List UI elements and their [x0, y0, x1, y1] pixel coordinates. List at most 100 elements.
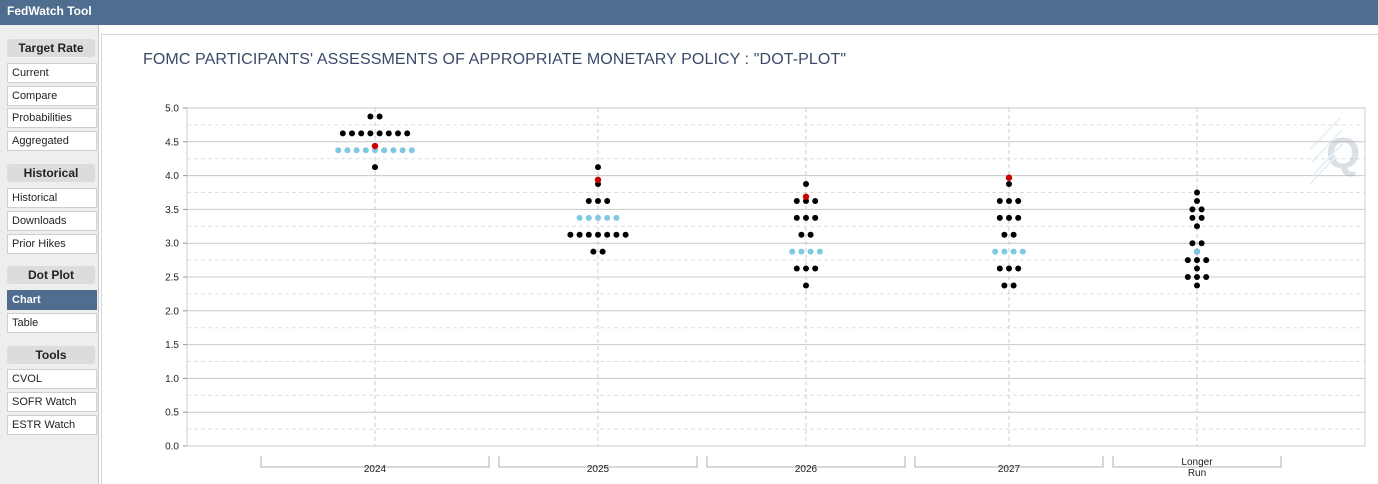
sidebar-item-aggregated[interactable]: Aggregated — [7, 131, 97, 151]
fomc-dot — [803, 265, 809, 272]
market-expectation-dot — [1001, 248, 1008, 255]
fomc-dot — [1194, 257, 1200, 264]
sidebar-item-chart[interactable]: Chart — [7, 290, 97, 310]
fomc-dot — [1194, 197, 1200, 204]
market-expectation-dot — [344, 147, 351, 154]
sidebar-item-estr-watch[interactable]: ESTR Watch — [7, 415, 97, 435]
fomc-dot — [1203, 274, 1210, 280]
fomc-dot — [604, 197, 611, 204]
fomc-dot — [1184, 274, 1191, 280]
fomc-dot — [1001, 282, 1008, 289]
category-bracket — [260, 456, 490, 468]
sidebar-item-compare[interactable]: Compare — [7, 86, 97, 106]
fomc-dot — [372, 164, 378, 171]
fomc-dot — [793, 214, 800, 221]
market-expectation-dot — [1019, 248, 1026, 255]
fomc-dot — [1010, 282, 1017, 289]
market-expectation-dot — [613, 214, 620, 221]
fomc-dot — [1015, 214, 1022, 221]
sidebar-item-downloads[interactable]: Downloads — [7, 211, 97, 231]
x-category-label: 2024 — [364, 464, 387, 475]
fomc-dot — [1189, 206, 1196, 213]
y-tick-label: 2.0 — [165, 306, 179, 317]
fomc-dot — [376, 130, 383, 137]
sidebar-item-historical[interactable]: Historical — [7, 188, 97, 208]
fomc-dot — [1194, 265, 1200, 272]
fomc-dot — [367, 130, 374, 137]
fomc-dot — [595, 197, 601, 204]
category-bracket — [498, 456, 698, 468]
market-expectation-dot — [335, 147, 342, 154]
y-tick-label: 3.0 — [165, 239, 179, 250]
fomc-dot — [1194, 282, 1200, 289]
sidebar-item-cvol[interactable]: CVOL — [7, 369, 97, 389]
fomc-dot — [339, 130, 346, 137]
fomc-dot — [376, 113, 383, 120]
sidebar-item-sofr-watch[interactable]: SOFR Watch — [7, 392, 97, 412]
sidebar-section-historical: Historical — [7, 164, 95, 182]
sidebar-item-prior-hikes[interactable]: Prior Hikes — [7, 234, 97, 254]
fomc-dot — [404, 130, 411, 137]
median-dot — [594, 176, 602, 184]
market-expectation-dot — [362, 147, 369, 154]
market-expectation-dot — [381, 147, 388, 154]
fomc-dot — [1006, 197, 1012, 204]
fomc-dot — [1194, 189, 1200, 196]
fomc-dot — [793, 197, 800, 204]
market-expectation-dot — [390, 147, 397, 154]
market-expectation-dot — [816, 248, 823, 255]
fomc-dot — [622, 231, 629, 238]
median-dot — [802, 193, 810, 200]
fomc-dot — [585, 231, 592, 238]
fomc-dot — [798, 231, 805, 238]
fomc-dot — [996, 197, 1003, 204]
fomc-dot — [567, 231, 574, 238]
fomc-dot — [613, 231, 620, 238]
sidebar-item-probabilities[interactable]: Probabilities — [7, 108, 97, 128]
market-expectation-dot — [595, 214, 601, 221]
x-category-label: 2025 — [587, 464, 610, 475]
fomc-dot — [595, 164, 601, 171]
fomc-dot — [807, 231, 814, 238]
market-expectation-dot — [353, 147, 360, 154]
fomc-dot — [1189, 214, 1196, 221]
q-logo-icon: Q — [1309, 117, 1360, 185]
sidebar-section-dot-plot: Dot Plot — [7, 266, 95, 284]
fomc-dot — [1006, 265, 1012, 272]
category-bracket — [706, 456, 906, 468]
fomc-dot — [385, 130, 392, 137]
market-expectation-dot — [576, 214, 583, 221]
market-expectation-dot — [1010, 248, 1017, 255]
market-expectation-dot — [807, 248, 814, 255]
market-expectation-dot — [1194, 248, 1200, 255]
fomc-dot — [1184, 257, 1191, 264]
fomc-dot — [590, 248, 597, 255]
fomc-dot — [996, 265, 1003, 272]
fomc-dot — [1203, 257, 1210, 264]
fomc-dot — [793, 265, 800, 272]
fomc-dot — [996, 214, 1003, 221]
fomc-dot — [595, 231, 601, 238]
fomc-dot — [1198, 240, 1205, 247]
sidebar-item-current[interactable]: Current — [7, 63, 97, 83]
fomc-dot — [1015, 265, 1022, 272]
fomc-dot — [358, 130, 365, 137]
fomc-dot — [1010, 231, 1017, 238]
y-tick-label: 2.5 — [165, 273, 179, 284]
fomc-dot — [1194, 223, 1200, 230]
median-dot — [371, 142, 379, 150]
y-tick-label: 4.5 — [165, 137, 179, 148]
median-dot — [1005, 174, 1013, 181]
app-title-bar: FedWatch Tool — [0, 0, 1378, 25]
x-category-label: 2027 — [998, 464, 1021, 475]
fomc-dot — [1198, 206, 1205, 213]
fomc-dot — [367, 113, 374, 120]
fomc-dot — [576, 231, 583, 238]
fomc-dot — [1006, 181, 1012, 188]
fomc-dot — [812, 197, 819, 204]
sidebar-item-table[interactable]: Table — [7, 313, 97, 333]
fomc-dot — [1198, 214, 1205, 221]
sidebar-section-target-rate: Target Rate — [7, 39, 95, 57]
sidebar: Target Rate Current Compare Probabilitie… — [0, 25, 99, 484]
fomc-dot — [812, 214, 819, 221]
